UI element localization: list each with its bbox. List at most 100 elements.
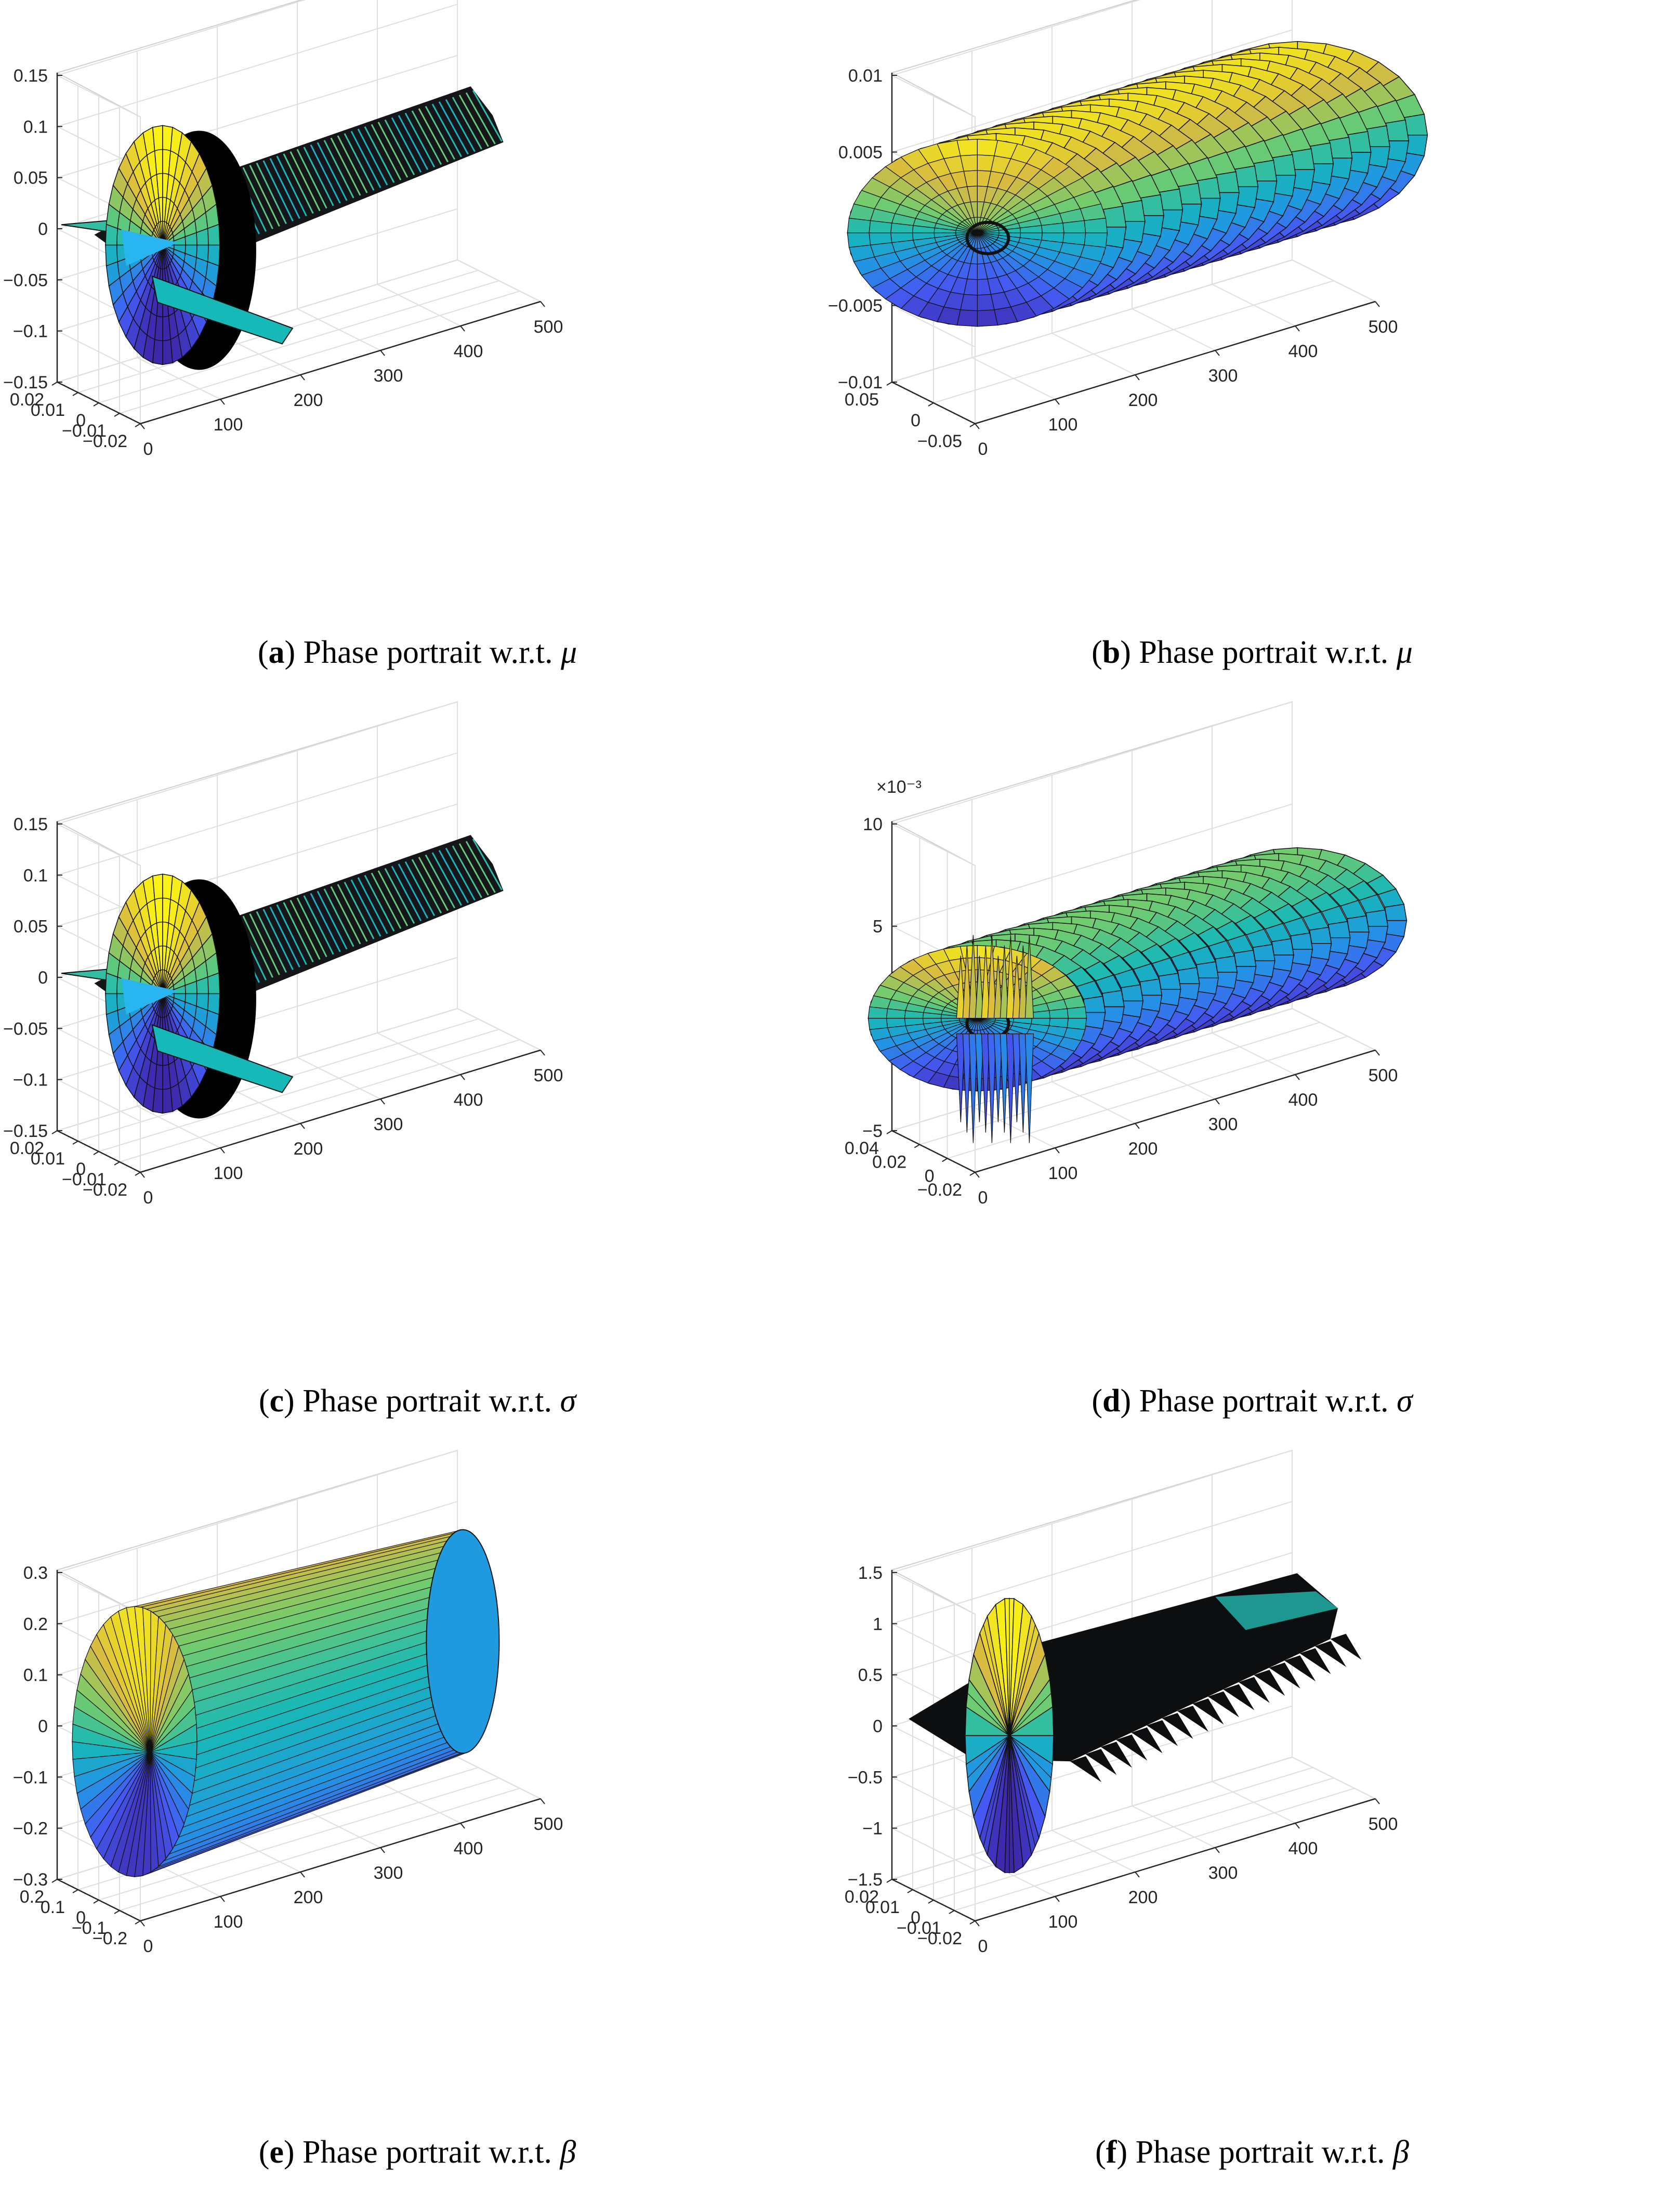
surface (61, 835, 504, 1119)
x-tick-label: 0 (143, 1936, 153, 1956)
face-cell (1084, 217, 1108, 233)
x-tick-label: 400 (1288, 342, 1318, 361)
y-tick-mark (114, 1910, 120, 1914)
x-tick-label: 400 (454, 342, 483, 361)
x-tick-mark (1135, 1123, 1140, 1129)
tick-labels: 0100200300400500−0.2−0.100.10.2−0.3−0.2−… (13, 1563, 563, 1956)
disc (105, 125, 256, 370)
y-tick-label: 0 (76, 411, 86, 430)
surface (847, 41, 1428, 327)
spike-up (968, 935, 978, 1019)
wing-strip (398, 863, 429, 919)
face-cell (977, 294, 995, 311)
x-tick-mark (1055, 1147, 1060, 1154)
wing-strip (290, 151, 321, 212)
caption-b-letter: b (1102, 635, 1121, 670)
y-tick-mark (928, 402, 934, 407)
tick-labels: 0100200300400500−0.02−0.0100.010.02−0.15… (3, 815, 563, 1208)
spike-down (968, 1033, 978, 1143)
panel-d: 0100200300400500−0.0200.020.04−50510×10⁻… (835, 701, 1669, 1362)
x-tick-label: 400 (454, 1839, 483, 1858)
wing-strip (276, 155, 307, 217)
wing-strip (425, 106, 455, 160)
ring-cell (1365, 909, 1389, 927)
spike-up (1000, 945, 1009, 1019)
wing-strip (418, 108, 449, 163)
y-tick-mark (51, 1879, 58, 1883)
y-tick-mark (969, 423, 976, 427)
face-cell (959, 945, 978, 959)
x-tick-label: 200 (1128, 1139, 1158, 1159)
wing-strip (377, 122, 409, 178)
cylinder-end-cap (426, 1529, 500, 1754)
z-tick-label: −0.15 (3, 373, 48, 392)
front-fin (151, 275, 294, 345)
z-tick-label: 0 (873, 1717, 883, 1736)
ring-cell (1346, 915, 1370, 933)
surface (72, 1529, 500, 1877)
wing-strip (384, 119, 415, 175)
x-tick-label: 100 (214, 1163, 243, 1183)
sheet-tooth (1070, 1756, 1101, 1783)
z-tick-label: 0.1 (23, 117, 48, 137)
z-tick-label: 0.15 (14, 66, 48, 86)
x-tick-label: 0 (978, 1936, 988, 1956)
panel-c: 0 100 200 300 400 500 −0.02 −0.01 0 0.01 0.02 −0.15… (0, 701, 835, 1362)
x-tick-label: 100 (1048, 1163, 1078, 1183)
wing-strip (249, 165, 280, 227)
ring-cell (1327, 921, 1351, 938)
z-tick-label: 0 (38, 1717, 48, 1736)
plot-f: 0100200300400500−0.02−0.0100.010.02−1.5−… (845, 1449, 1398, 1956)
z-tick-label: −0.1 (13, 322, 48, 342)
wing-strip (323, 888, 354, 947)
wing-strip (242, 167, 273, 229)
y-tick-mark (72, 1141, 78, 1145)
y-tick-label: 0 (925, 1166, 935, 1186)
z-tick-label: 0.3 (23, 1563, 48, 1583)
face-cell (867, 1017, 888, 1030)
disc-wedge (162, 972, 220, 994)
wing-strip (425, 854, 455, 909)
y-tick-label: −0.01 (62, 421, 107, 441)
z-tick-label: −0.3 (13, 1870, 48, 1890)
wing-strip (296, 149, 327, 209)
disc-chord (967, 1693, 1052, 1778)
x-tick-mark (460, 1074, 465, 1080)
panel-b: 0100200300400500−0.0500.05−0.01−0.00500.… (828, 0, 1669, 613)
y-tick-label: 0.05 (845, 390, 879, 410)
y-tick-mark (886, 1879, 892, 1883)
caption-c: (c) Phase portrait w.r.t. σ (258, 1383, 576, 1419)
ring-cell (1215, 956, 1238, 973)
caption-c-letter: c (269, 1383, 284, 1419)
spike-down (1006, 1033, 1016, 1143)
x-tick-label: 500 (1369, 1066, 1398, 1085)
disc-highlight (121, 229, 178, 266)
wing-strip (283, 153, 314, 214)
wing-strip (371, 124, 402, 180)
y-tick-label: −0.02 (83, 1180, 127, 1200)
x-tick-mark (540, 1050, 545, 1056)
x-tick-mark (1055, 399, 1060, 405)
wing-strip (472, 839, 503, 891)
caption-a: (a) Phase portrait w.r.t. μ (257, 635, 577, 670)
ring-cell (1290, 932, 1313, 950)
y-tick-mark (114, 413, 120, 417)
ring-cell (1271, 938, 1294, 956)
caption-a-symbol: μ (561, 635, 577, 670)
y-tick-label: −0.1 (72, 1918, 107, 1938)
wing-strip (411, 859, 442, 914)
front-fin (151, 1024, 294, 1093)
x-tick-label: 500 (1369, 1814, 1398, 1834)
ring-cell (1252, 944, 1275, 961)
z-tick-label: −0.2 (13, 1819, 48, 1839)
caption-b-text: Phase portrait w.r.t. (1139, 635, 1389, 670)
surface (61, 86, 504, 370)
y-tick-label: 0.02 (872, 1153, 906, 1172)
spike-down (987, 1033, 997, 1143)
x-tick-label: 200 (294, 390, 323, 410)
x-tick-mark (380, 350, 385, 356)
y-tick-label: 0.02 (10, 390, 44, 410)
y-tick-mark (72, 392, 78, 396)
y-tick-mark (969, 1920, 976, 1925)
tick-labels: 0100200300400500−0.02−0.0100.010.02−1.5−… (845, 1563, 1398, 1956)
